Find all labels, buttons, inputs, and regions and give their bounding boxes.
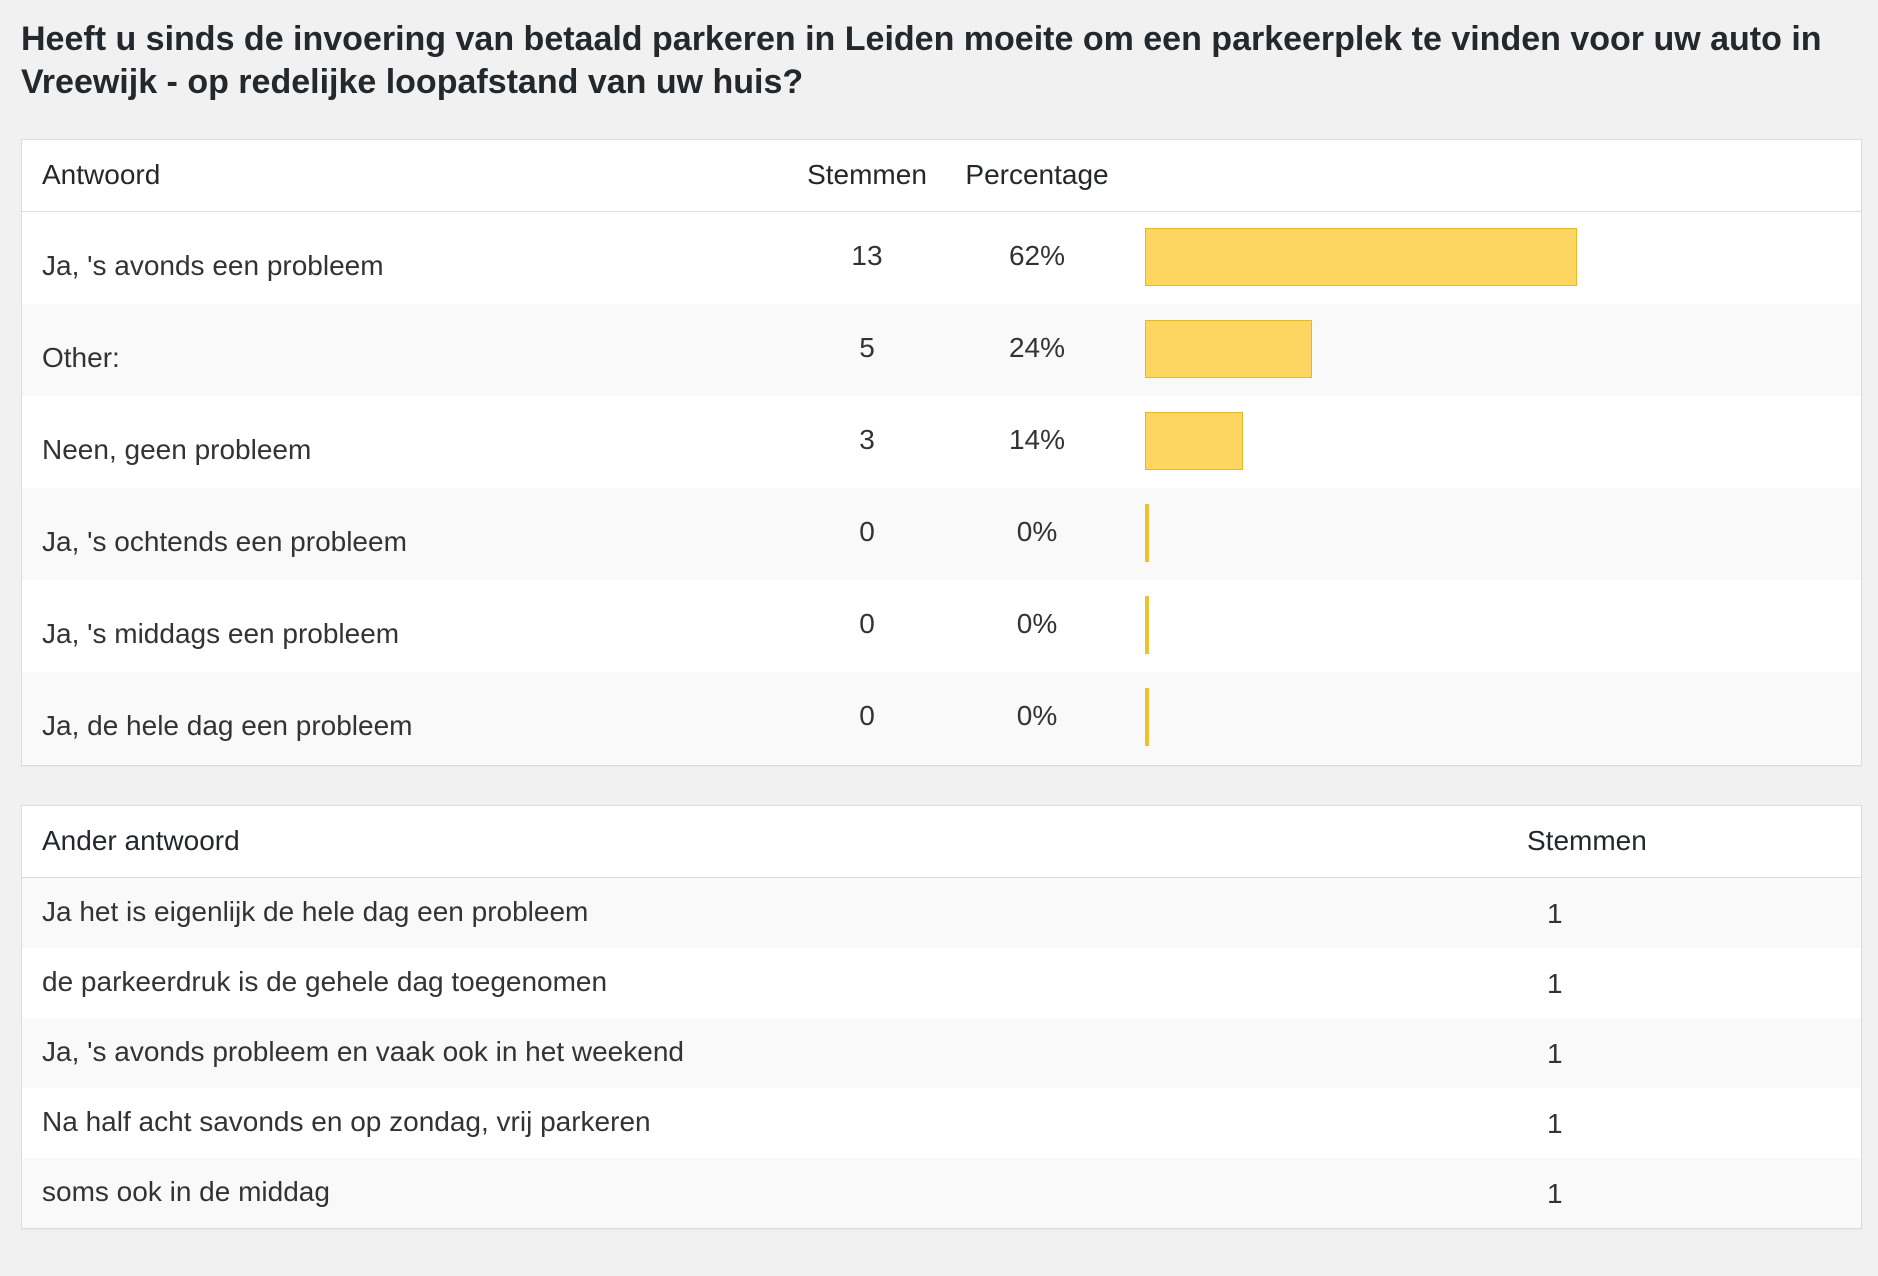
percentage-bar <box>1145 688 1149 746</box>
header-other-votes: Stemmen <box>1527 825 1647 856</box>
vote-percentage: 62% <box>1008 240 1066 271</box>
percentage-bar <box>1145 596 1149 654</box>
answer-label: Ja, de hele dag een probleem <box>42 710 413 741</box>
answer-label: Ja, 's ochtends een probleem <box>42 526 407 557</box>
vote-percentage: 24% <box>1008 332 1066 363</box>
vote-count: 0 <box>859 516 875 547</box>
table-row: Neen, geen probleem 3 14% <box>22 396 1861 488</box>
other-answer-text: Na half acht savonds en op zondag, vrij … <box>42 1106 651 1137</box>
answer-label: Ja, 's avonds een probleem <box>42 250 384 281</box>
vote-percentage: 14% <box>1008 424 1066 455</box>
answer-label: Other: <box>42 342 120 373</box>
vote-count: 13 <box>851 240 883 271</box>
vote-count: 0 <box>859 700 875 731</box>
table-row: Ja, 's middags een probleem 0 0% <box>22 580 1861 672</box>
other-answer-votes: 1 <box>1547 1108 1563 1139</box>
list-item: Na half acht savonds en op zondag, vrij … <box>22 1088 1861 1158</box>
other-answer-text: Ja, 's avonds probleem en vaak ook in he… <box>42 1036 684 1067</box>
other-answers-table: Ander antwoord Stemmen Ja het is eigenli… <box>21 805 1862 1229</box>
percentage-bar <box>1145 504 1149 562</box>
vote-percentage: 0% <box>1016 516 1058 547</box>
vote-percentage: 0% <box>1016 608 1058 639</box>
list-item: Ja het is eigenlijk de hele dag een prob… <box>22 878 1861 948</box>
header-votes: Stemmen <box>807 159 927 190</box>
vote-percentage: 0% <box>1016 700 1058 731</box>
other-answer-votes: 1 <box>1547 1178 1563 1209</box>
header-answer: Antwoord <box>42 159 161 190</box>
other-answer-text: de parkeerdruk is de gehele dag toegenom… <box>42 966 608 997</box>
other-answers-header-row: Ander antwoord Stemmen <box>22 806 1861 878</box>
table-row: Ja, 's avonds een probleem 13 62% <box>22 212 1861 304</box>
percentage-bar <box>1145 228 1577 286</box>
table-row: Ja, 's ochtends een probleem 0 0% <box>22 488 1861 580</box>
list-item: Ja, 's avonds probleem en vaak ook in he… <box>22 1018 1861 1088</box>
vote-count: 0 <box>859 608 875 639</box>
percentage-bar <box>1145 320 1312 378</box>
results-table: Antwoord Stemmen Percentage Ja, 's avond… <box>21 139 1862 766</box>
vote-count: 5 <box>859 332 875 363</box>
other-answer-votes: 1 <box>1547 968 1563 999</box>
vote-count: 3 <box>859 424 875 455</box>
other-answer-text: Ja het is eigenlijk de hele dag een prob… <box>42 896 589 927</box>
other-answer-text: soms ook in de middag <box>42 1176 330 1207</box>
list-item: de parkeerdruk is de gehele dag toegenom… <box>22 948 1861 1018</box>
header-percentage: Percentage <box>965 159 1109 190</box>
table-row: Ja, de hele dag een probleem 0 0% <box>22 672 1861 764</box>
results-header-row: Antwoord Stemmen Percentage <box>22 140 1861 212</box>
answer-label: Neen, geen probleem <box>42 434 312 465</box>
question-title: Heeft u sinds de invoering van betaald p… <box>21 20 1822 101</box>
table-row: Other: 5 24% <box>22 304 1861 396</box>
other-answer-votes: 1 <box>1547 898 1563 929</box>
header-other-answer: Ander antwoord <box>42 825 240 856</box>
other-answer-votes: 1 <box>1547 1038 1563 1069</box>
answer-label: Ja, 's middags een probleem <box>42 618 400 649</box>
percentage-bar <box>1145 412 1243 470</box>
list-item: soms ook in de middag 1 <box>22 1158 1861 1228</box>
